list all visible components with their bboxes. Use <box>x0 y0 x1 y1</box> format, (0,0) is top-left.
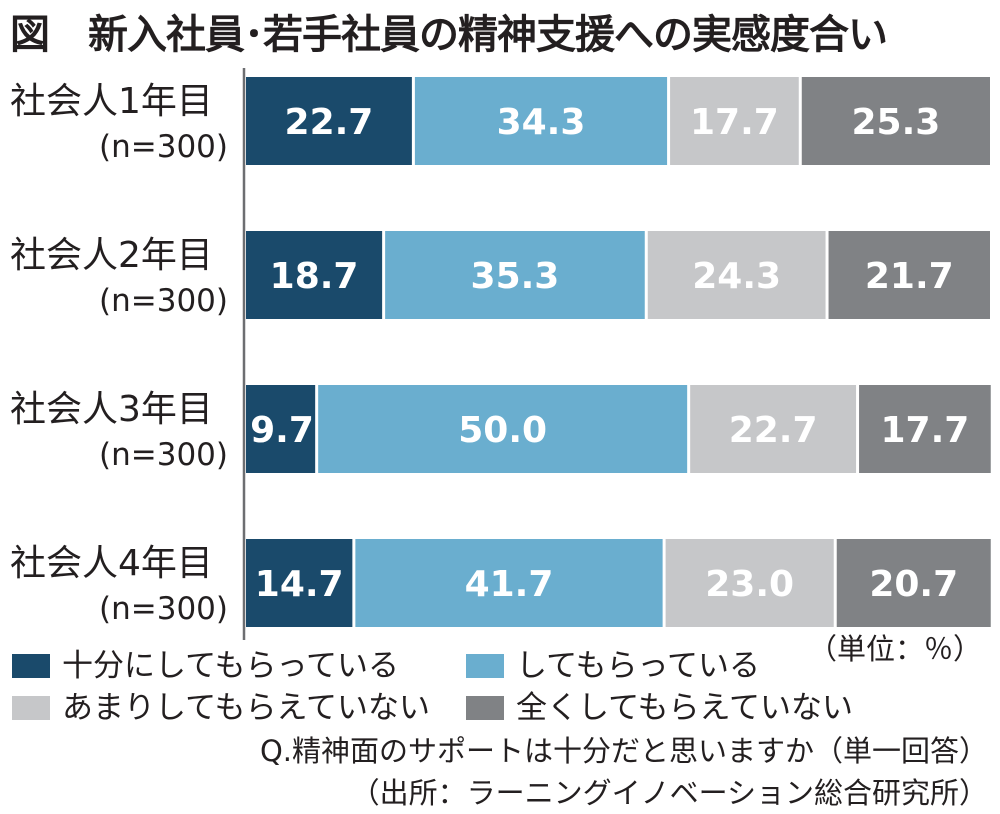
category-label: 社会人3年目 <box>10 389 213 430</box>
data-label: 17.7 <box>880 410 969 451</box>
category-label: 社会人1年目 <box>10 81 213 122</box>
data-label: 14.7 <box>255 564 344 605</box>
legend-item-1: してもらっている <box>466 646 760 686</box>
legend-item-2: あまりしてもらえていない <box>12 688 430 728</box>
data-label: 17.7 <box>690 102 779 143</box>
data-label: 21.7 <box>865 256 954 297</box>
bar-segment <box>828 231 990 319</box>
chart-title: 図 新入社員･若手社員の精神支援への実感度合い <box>10 12 888 58</box>
bar-segment <box>665 539 834 627</box>
data-label: 22.7 <box>729 410 818 451</box>
bar-segment <box>670 77 799 165</box>
legend-item-0: 十分にしてもらっている <box>12 646 399 686</box>
legend-item-3: 全くしてもらえていない <box>466 688 853 728</box>
bar-segment <box>414 77 668 165</box>
bar-segment <box>385 231 645 319</box>
legend-label-2: あまりしてもらえていない <box>62 690 430 726</box>
data-label: 41.7 <box>465 564 554 605</box>
data-label: 24.3 <box>692 256 781 297</box>
unit-note: （単位：％） <box>807 632 982 666</box>
bar-segment <box>246 77 412 165</box>
bar-segment <box>836 539 991 627</box>
legend-label-0: 十分にしてもらっている <box>62 648 399 684</box>
category-n-label: (n=300) <box>99 591 228 627</box>
bar-segment <box>690 385 857 473</box>
data-label: 35.3 <box>471 256 560 297</box>
data-label: 22.7 <box>285 102 374 143</box>
data-label: 18.7 <box>270 256 359 297</box>
bar-segment <box>355 539 663 627</box>
data-label: 25.3 <box>851 102 940 143</box>
legend-swatch-3 <box>466 695 504 720</box>
legend-swatch-1 <box>466 653 504 678</box>
data-label: 9.7 <box>250 410 314 451</box>
data-label: 50.0 <box>458 410 547 451</box>
bar-segment <box>318 385 688 473</box>
data-label: 20.7 <box>869 564 958 605</box>
legend-swatch-2 <box>12 695 50 720</box>
category-n-label: (n=300) <box>99 437 228 473</box>
question-text: Q.精神面のサポートは十分だと思いますか（単一回答） <box>259 734 988 768</box>
bar-segment <box>246 385 316 473</box>
category-label: 社会人2年目 <box>10 235 213 276</box>
bar-segment <box>647 231 826 319</box>
bar-segment <box>246 231 383 319</box>
legend-label-1: してもらっている <box>516 648 760 684</box>
data-label: 23.0 <box>705 564 794 605</box>
bar-segment <box>859 385 991 473</box>
legend-label-3: 全くしてもらえていない <box>516 690 853 726</box>
category-n-label: (n=300) <box>99 129 228 165</box>
source-note: （出所：ラーニングイノベーション総合研究所） <box>350 776 988 810</box>
category-n-label: (n=300) <box>99 283 228 319</box>
data-label: 34.3 <box>497 102 586 143</box>
category-label: 社会人4年目 <box>10 543 213 584</box>
legend-swatch-0 <box>12 653 50 678</box>
bar-segment <box>246 539 353 627</box>
bar-segment <box>801 77 990 165</box>
